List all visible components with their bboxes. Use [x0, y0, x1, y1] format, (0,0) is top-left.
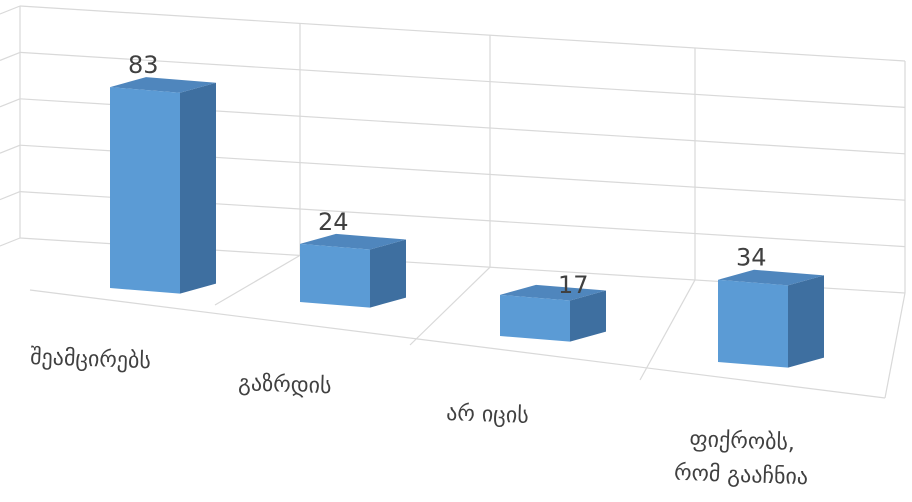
bar-1 [300, 233, 406, 308]
bar-front [500, 294, 570, 342]
gridline-100 [19, 5, 906, 62]
left-wall-gridline-100 [0, 5, 21, 15]
category-label-line: რომ გააჩნია [674, 461, 809, 491]
bar-side [180, 82, 216, 294]
left-wall-gridline-60 [0, 98, 21, 108]
data-label-1: 24 [318, 208, 349, 236]
bar-3 [718, 269, 824, 368]
bar-0 [110, 77, 216, 294]
bar-2 [500, 284, 606, 342]
floor-divider-2 [639, 279, 696, 381]
bar-front [300, 243, 370, 308]
bar-top [718, 269, 824, 286]
data-label-2: 17 [558, 271, 589, 299]
floor-front-edge [29, 289, 886, 399]
bars [110, 77, 824, 368]
category-label-1: გაზრდის [238, 371, 332, 399]
floor-divider-0 [214, 254, 301, 306]
bar-top [300, 233, 406, 250]
left-wall-gridline-0 [0, 237, 21, 247]
bar-front [718, 279, 788, 368]
data-label-3: 34 [736, 244, 767, 272]
bar-side [570, 290, 606, 342]
category-label-0: შეამცირებს [30, 345, 152, 374]
category-labels: შეამცირებს გაზრდის არ იცის ფიქრობს, რომ გააჩ… [30, 345, 810, 491]
bar-top [500, 284, 606, 301]
category-label-line: შეამცირებს [30, 345, 152, 374]
category-label-line: არ იცის [446, 401, 529, 429]
bar-side [788, 275, 824, 368]
bar-top [110, 77, 216, 93]
bar-side [370, 239, 406, 308]
bar-front [110, 87, 180, 294]
gridline-80 [19, 51, 906, 108]
floor-divider-1 [409, 266, 491, 346]
floor-right-edge [884, 292, 906, 399]
category-label-2: არ იცის [446, 401, 529, 429]
left-wall-gridline-40 [0, 144, 21, 154]
left-wall-gridline-80 [0, 51, 21, 61]
data-label-0: 83 [128, 51, 159, 79]
category-label-line: ფიქრობს, [689, 427, 795, 456]
category-label-3: ფიქრობს, რომ გააჩნია [674, 427, 810, 491]
data-labels: 83 24 17 34 [128, 51, 767, 299]
left-wall-gridline-20 [0, 191, 21, 201]
category-label-line: გაზრდის [238, 371, 332, 399]
